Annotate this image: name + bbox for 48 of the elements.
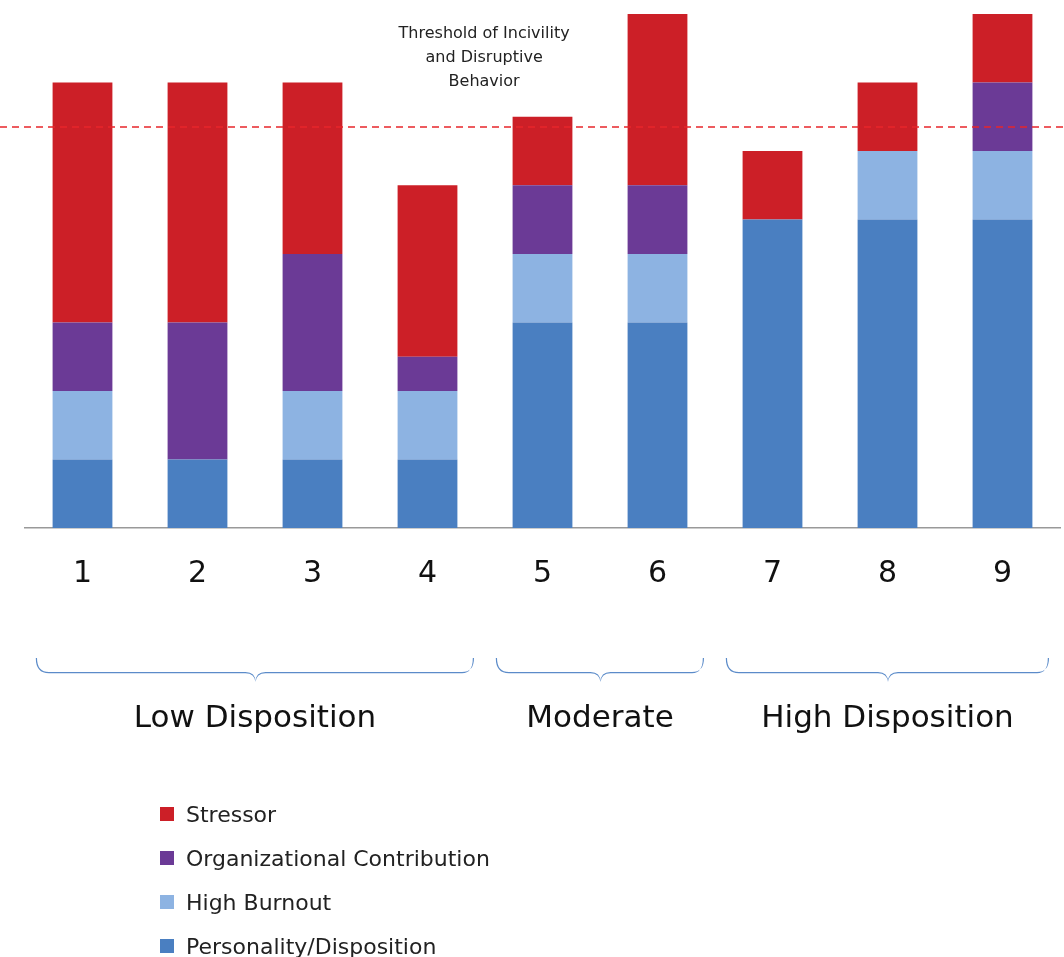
bar — [512, 185, 573, 254]
bar — [397, 390, 458, 460]
bar — [52, 82, 113, 323]
bar — [397, 459, 458, 528]
x-tick-label: 3 — [302, 553, 323, 589]
bar — [972, 82, 1033, 152]
legend-label: Organizational Contribution — [186, 845, 490, 871]
text: Low Disposition — [133, 698, 377, 734]
ref-line-label: Threshold of Incivility and Disruptive Behavior — [397, 23, 570, 91]
bar — [167, 459, 228, 528]
legend-label: High Burnout — [186, 889, 332, 915]
x-tick-label: 7 — [762, 553, 783, 589]
bar — [167, 82, 228, 323]
bar — [972, 151, 1033, 220]
bar — [627, 322, 688, 528]
x-tick-label: 1 — [72, 553, 93, 589]
bar — [282, 253, 343, 391]
bar — [857, 151, 918, 220]
x-tick-label: 6 — [647, 553, 668, 589]
bar — [742, 219, 803, 528]
bar — [52, 390, 113, 460]
bar — [52, 322, 113, 391]
bar — [972, 14, 1033, 83]
bar — [512, 116, 573, 186]
bar — [972, 219, 1033, 528]
bar — [52, 459, 113, 528]
bar — [282, 459, 343, 528]
bar — [397, 356, 458, 391]
bar — [627, 253, 688, 323]
x-tick-label: 4 — [417, 553, 438, 589]
text: High Disposition — [761, 698, 1014, 734]
x-tick-label: 5 — [532, 553, 553, 589]
bar — [512, 322, 573, 528]
bar — [282, 390, 343, 460]
bar — [627, 185, 688, 254]
bar — [742, 151, 803, 220]
bar — [857, 82, 918, 152]
bar — [857, 219, 918, 528]
bar — [512, 253, 573, 323]
x-tick-label: 8 — [877, 553, 898, 589]
x-tick-label: 9 — [992, 553, 1013, 589]
bar — [167, 322, 228, 460]
bar — [627, 14, 688, 186]
x-tick-label: 2 — [187, 553, 208, 589]
bar — [397, 185, 458, 357]
text: Moderate — [526, 698, 674, 734]
legend-label: Stressor — [186, 801, 277, 827]
bar — [282, 82, 343, 254]
